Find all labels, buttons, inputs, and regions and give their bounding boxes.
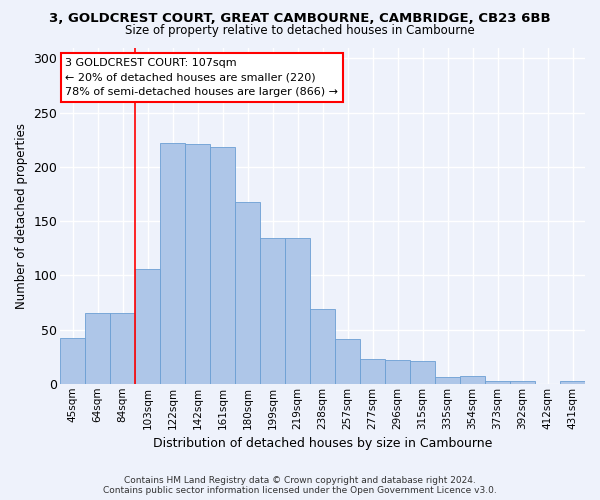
Text: Size of property relative to detached houses in Cambourne: Size of property relative to detached ho… [125,24,475,37]
Bar [110,314,135,384]
Bar [385,360,410,384]
Bar [310,309,335,384]
Bar [335,340,360,384]
Bar [160,143,185,384]
Bar [410,361,435,384]
Bar [485,380,510,384]
Bar [560,380,585,384]
Bar [510,380,535,384]
Bar [235,202,260,384]
Bar [285,238,310,384]
Bar [185,144,210,384]
Bar [260,238,285,384]
Text: 3, GOLDCREST COURT, GREAT CAMBOURNE, CAMBRIDGE, CB23 6BB: 3, GOLDCREST COURT, GREAT CAMBOURNE, CAM… [49,12,551,26]
Y-axis label: Number of detached properties: Number of detached properties [15,122,28,308]
Bar [60,338,85,384]
Bar [85,314,110,384]
Bar [435,378,460,384]
Bar [210,148,235,384]
Bar [135,269,160,384]
X-axis label: Distribution of detached houses by size in Cambourne: Distribution of detached houses by size … [153,437,492,450]
Text: 3 GOLDCREST COURT: 107sqm
← 20% of detached houses are smaller (220)
78% of semi: 3 GOLDCREST COURT: 107sqm ← 20% of detac… [65,58,338,97]
Text: Contains HM Land Registry data © Crown copyright and database right 2024.
Contai: Contains HM Land Registry data © Crown c… [103,476,497,495]
Bar [460,376,485,384]
Bar [360,359,385,384]
